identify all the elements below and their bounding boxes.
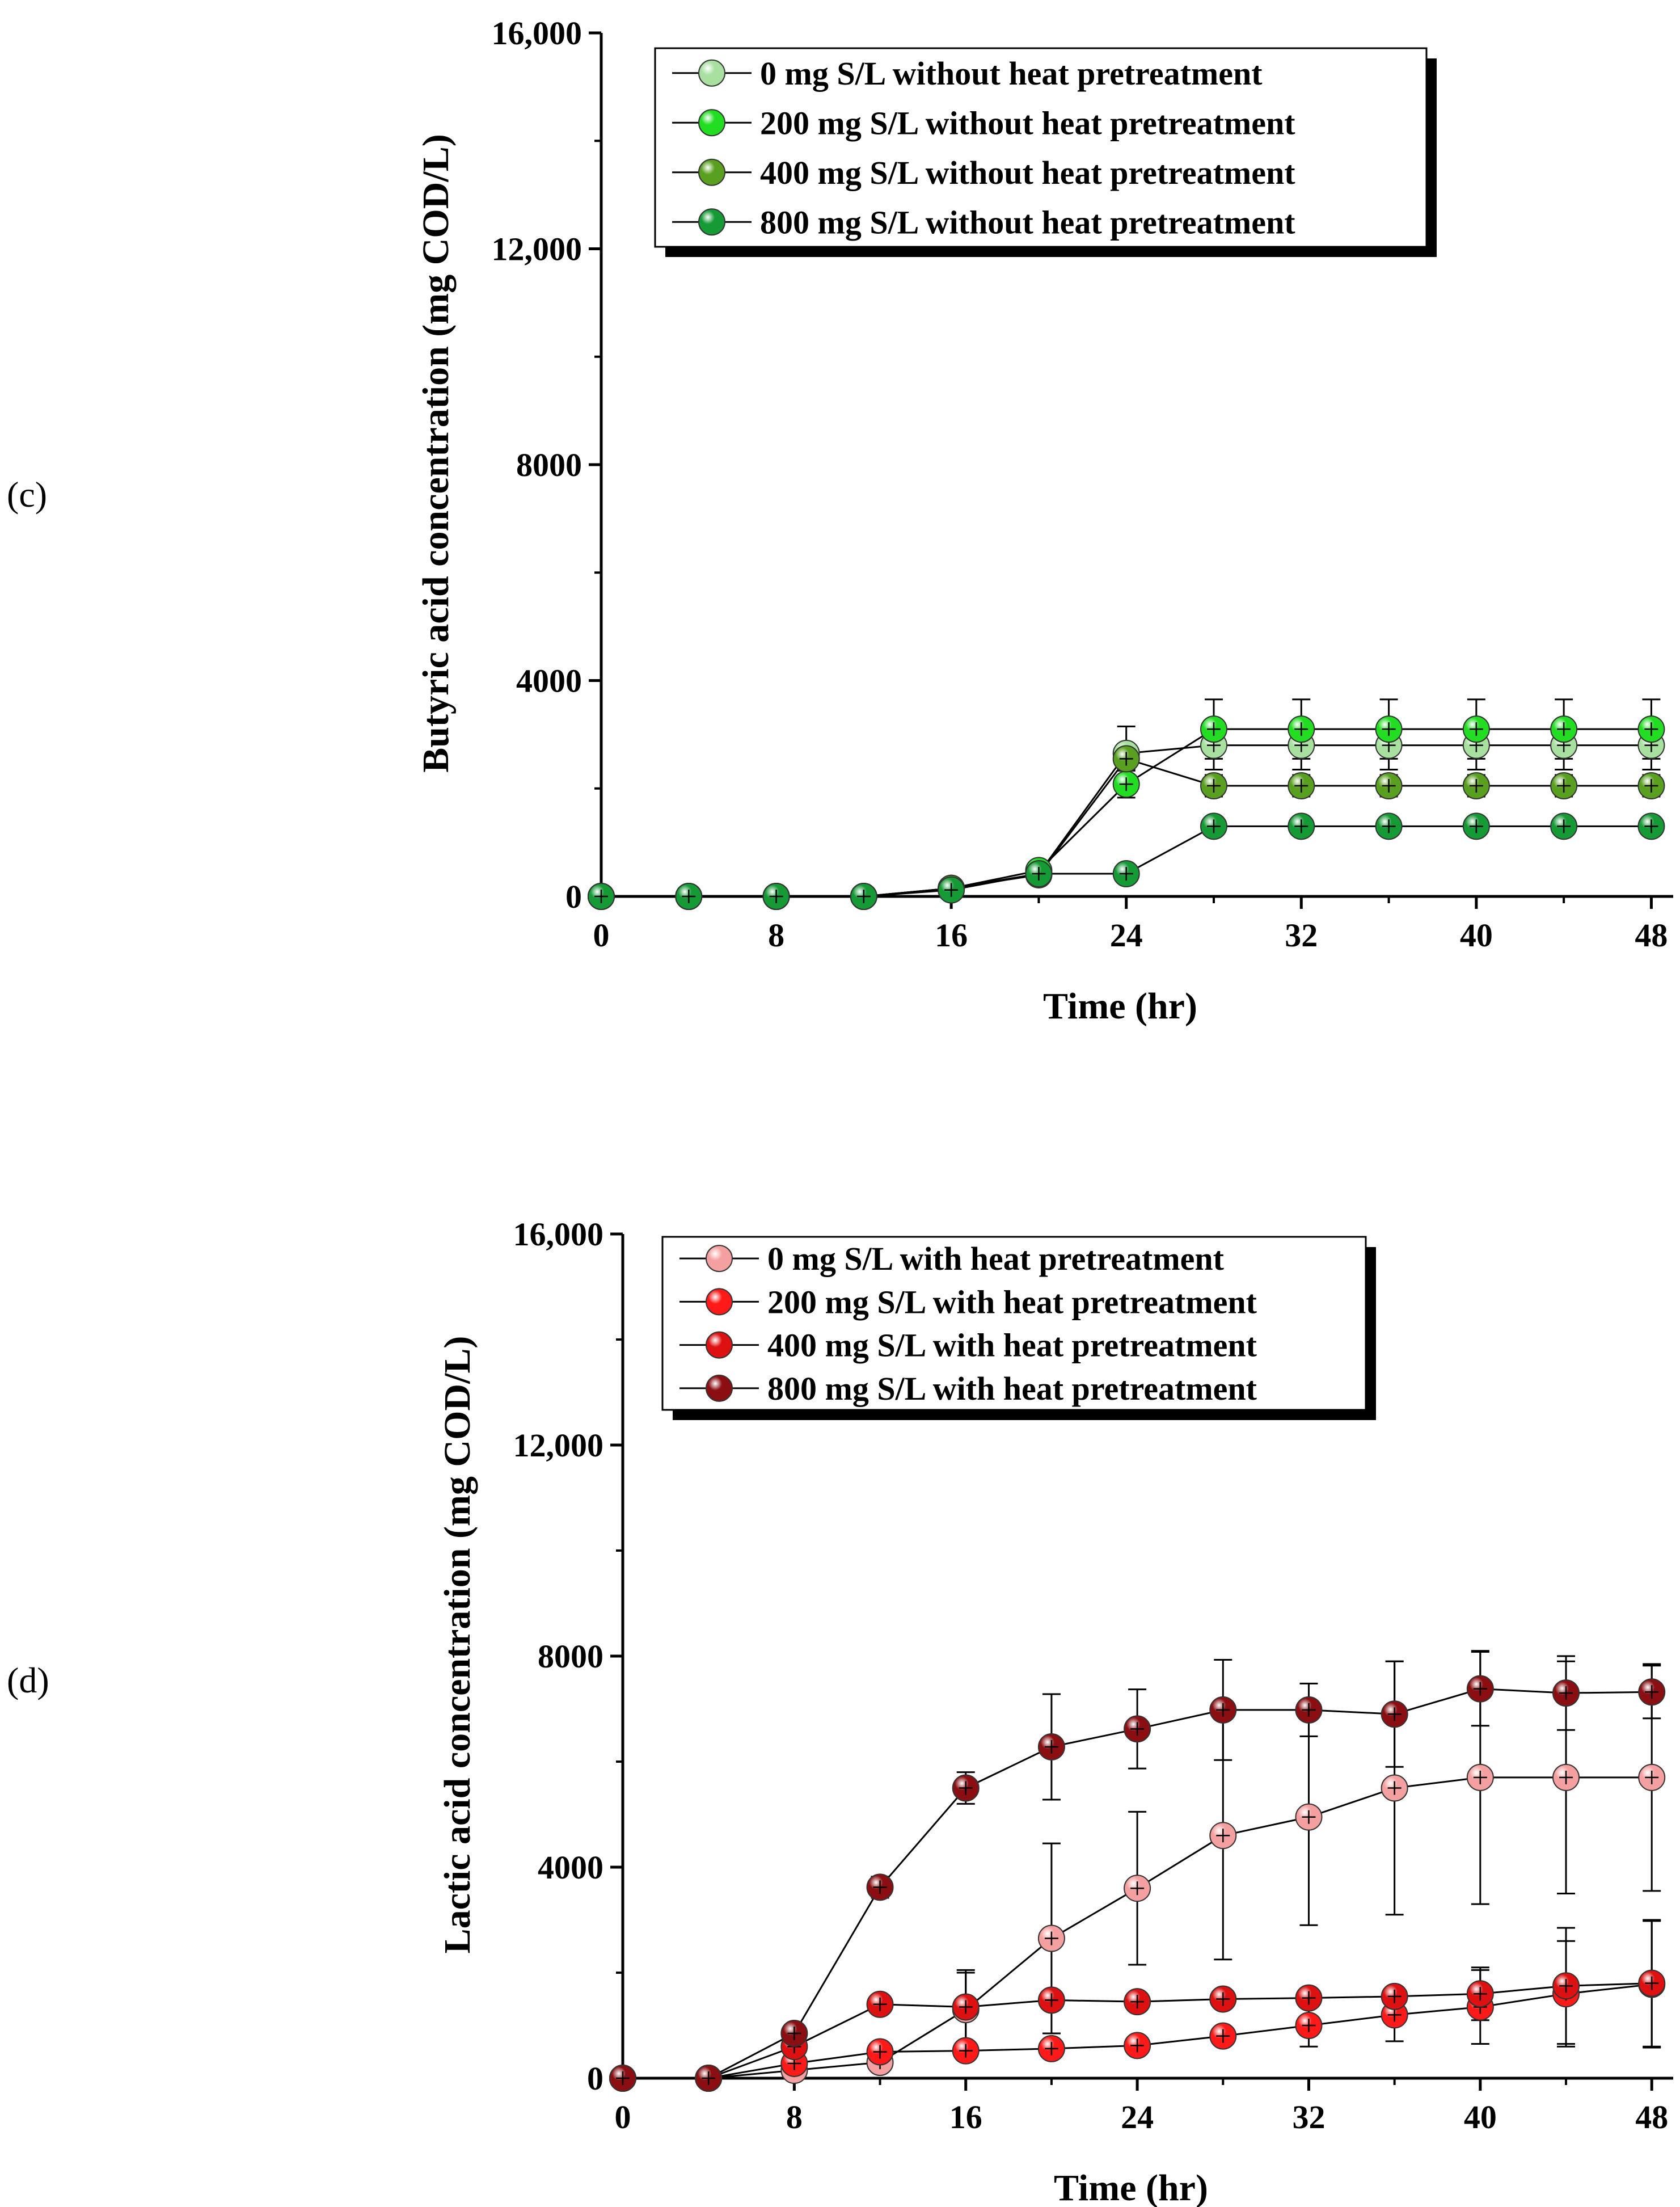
y-axis-label: Butyric acid concentration (mg COD/L): [415, 134, 457, 773]
y-tick-label: 4000: [538, 1849, 603, 1886]
legend-label: 0 mg S/L without heat pretreatment: [760, 55, 1263, 92]
y-tick-label: 12,000: [513, 1427, 604, 1464]
markers-series-3: [609, 1675, 1666, 2092]
legend-marker: [698, 109, 725, 137]
y-axis-label: Lactic acid concentration (mg COD/L): [437, 1336, 478, 1954]
y-tick-label: 0: [565, 878, 582, 915]
x-tick-label: 16: [935, 917, 968, 954]
x-tick-label: 24: [1110, 917, 1143, 954]
butyric-acid-chart: 0 4000 8000 12,000 16,000 0 8 16 24 32 40 48 Time (h…: [415, 15, 1673, 1027]
x-tick-label: 0: [593, 917, 610, 954]
panel-label-d: (d): [7, 1660, 49, 1700]
legend-box: [654, 47, 1428, 248]
panel-d: (d) 0 4000 8000 12,000 16,000 0 8 16 24 32 40 48 Tim…: [0, 1104, 1680, 2207]
legend-label: 800 mg S/L without heat pretreatment: [760, 204, 1295, 241]
x-tick-label: 24: [1121, 2099, 1154, 2136]
legend-label: 200 mg S/L with heat pretreatment: [767, 1283, 1257, 1320]
lactic-acid-chart: 0 4000 8000 12,000 16,000 0 8 16 24 32 40 48 Time (h…: [437, 1216, 1673, 2207]
x-tick-label: 16: [949, 2099, 982, 2136]
panel-label-c: (c): [7, 474, 48, 515]
legend-marker: [698, 208, 725, 236]
x-axis-label: Time (hr): [1054, 2167, 1208, 2207]
x-tick-label: 40: [1460, 917, 1493, 954]
markers-series-3: [588, 812, 1665, 910]
legend-box: [661, 1236, 1367, 1411]
y-tick-label: 0: [587, 2060, 603, 2097]
x-axis-label: Time (hr): [1043, 985, 1197, 1027]
x-tick-label: 32: [1292, 2099, 1325, 2136]
y-tick-label: 12,000: [492, 231, 582, 268]
y-tick-label: 8000: [516, 447, 582, 483]
y-tick-label: 16,000: [492, 15, 582, 52]
legend-marker: [698, 158, 725, 186]
x-tick-label: 8: [768, 917, 784, 954]
x-tick-label: 32: [1285, 917, 1318, 954]
legend-marker: [706, 1331, 733, 1359]
panel-c: (c) 0 4000 8000 12,000 16,000 0 8 16 24 32 40 48 Tim…: [7, 15, 1673, 1027]
legend: 0 mg S/L with heat pretreatment 200 mg S/…: [661, 1236, 1376, 1420]
error-bars-series-3: [785, 1651, 1661, 2042]
x-tick-label: 8: [786, 2099, 803, 2136]
y-tick-label: 8000: [538, 1638, 603, 1675]
legend-marker: [706, 1245, 733, 1273]
y-tick-label: 4000: [516, 663, 582, 700]
x-tick-label: 48: [1635, 2099, 1668, 2136]
x-tick-label: 48: [1635, 917, 1668, 954]
x-tick-label: 0: [615, 2099, 631, 2136]
legend-label: 400 mg S/L with heat pretreatment: [767, 1327, 1257, 1364]
y-tick-label: 16,000: [513, 1216, 604, 1253]
legend-marker: [706, 1288, 733, 1316]
legend-label: 200 mg S/L without heat pretreatment: [760, 104, 1295, 141]
legend-label: 800 mg S/L with heat pretreatment: [767, 1370, 1257, 1407]
legend-label: 0 mg S/L with heat pretreatment: [767, 1240, 1225, 1277]
legend-marker: [698, 59, 725, 87]
x-tick-label: 40: [1464, 2099, 1497, 2136]
legend: 0 mg S/L without heat pretreatment 200 mg…: [654, 47, 1437, 257]
legend-label: 400 mg S/L without heat pretreatment: [760, 154, 1295, 191]
legend-marker: [706, 1374, 733, 1402]
